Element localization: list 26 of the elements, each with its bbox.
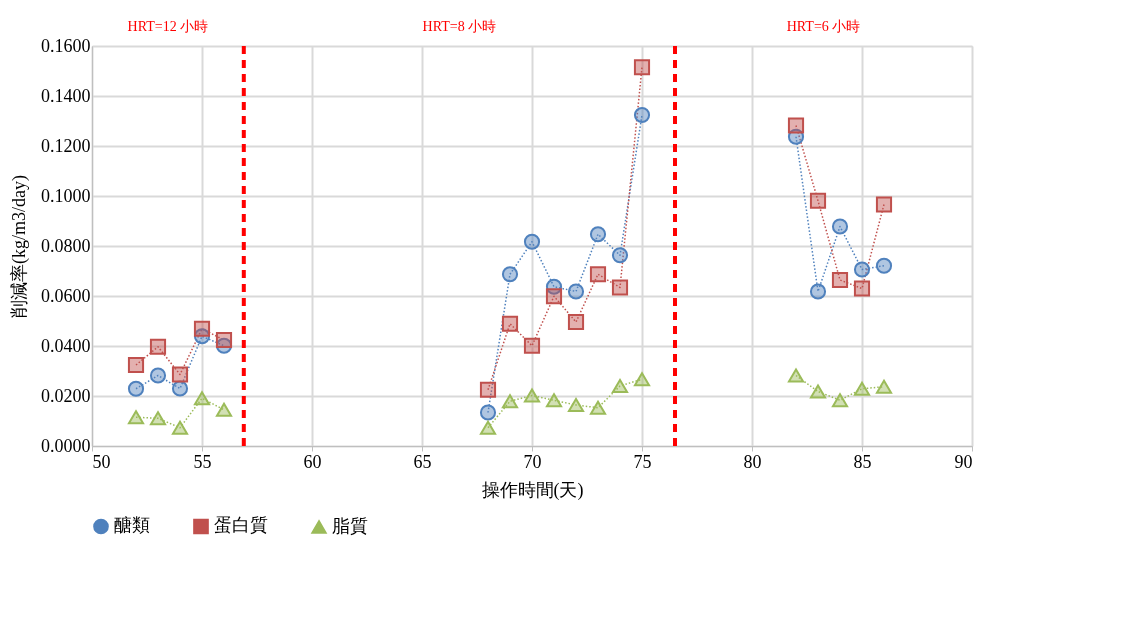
x-tick-label: 70	[523, 451, 542, 472]
x-tick-label: 50	[92, 451, 111, 472]
x-tick-label: 65	[413, 451, 432, 472]
text: HRT=12 小時	[127, 19, 209, 34]
text: HRT=6 小時	[786, 19, 861, 34]
legend-label: 蛋白質	[214, 515, 268, 536]
x-tick-label: 85	[853, 451, 872, 472]
x-tick-label: 75	[633, 451, 652, 472]
legend-label: 醣類	[114, 515, 150, 536]
y-tick-label: 0.0200	[41, 385, 91, 406]
x-tick-label: 80	[743, 451, 762, 472]
y-tick-label: 0.0400	[41, 335, 91, 356]
legend-label: 脂質	[332, 515, 368, 536]
x-tick-label: 55	[193, 451, 212, 472]
x-tick-label: 60	[303, 451, 322, 472]
y-tick-label: 0.0000	[41, 435, 91, 456]
x-axis-title: 操作時間(天)	[481, 479, 584, 501]
y-tick-label: 0.1000	[41, 185, 91, 206]
y-tick-label: 0.0800	[41, 235, 91, 256]
y-tick-label: 0.1600	[41, 35, 91, 56]
y-tick-label: 0.1400	[41, 85, 91, 106]
y-tick-label: 0.0600	[41, 285, 91, 306]
y-axis-title: 削減率(kg/m3/day)	[9, 175, 30, 318]
text: HRT=8 小時	[422, 19, 497, 34]
x-tick-label: 90	[954, 451, 973, 472]
y-tick-label: 0.1200	[41, 135, 91, 156]
